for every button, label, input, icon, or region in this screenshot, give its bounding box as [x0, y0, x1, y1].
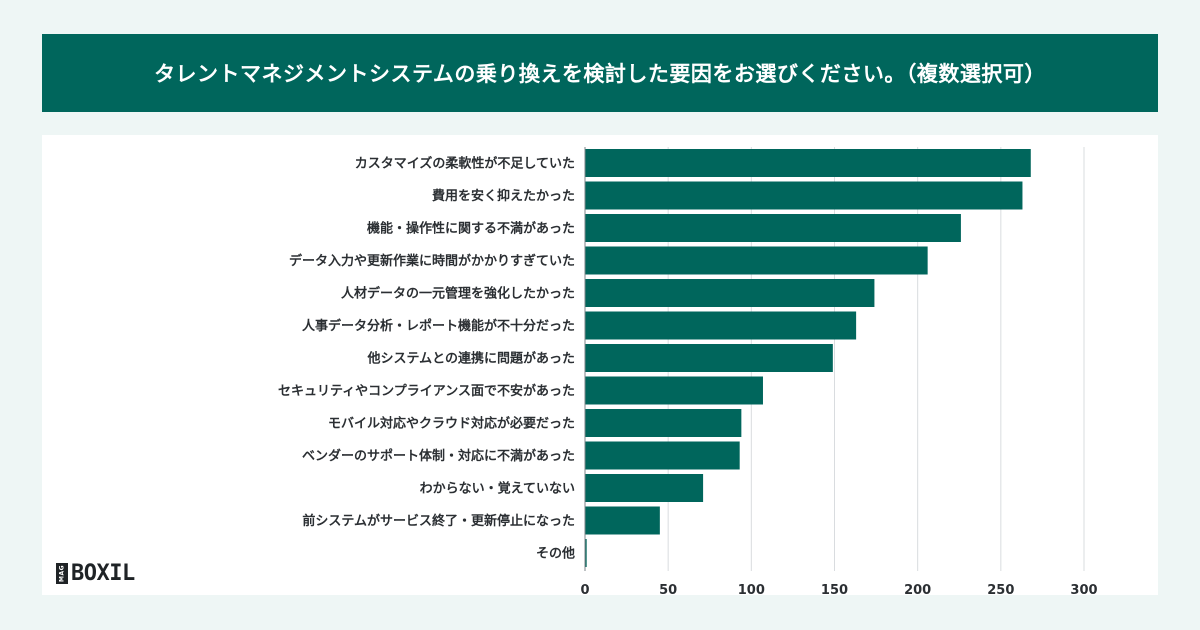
bar	[585, 344, 833, 372]
category-label: 機能・操作性に関する不満があった	[367, 221, 575, 237]
chart-title: タレントマネジメントシステムの乗り換えを検討した要因をお選びください。（複数選択…	[154, 62, 1046, 86]
bar	[585, 311, 857, 340]
category-label: 人事データ分析・レポート機能が不十分だった	[302, 318, 575, 334]
title-banner: タレントマネジメントシステムの乗り換えを検討した要因をお選びください。（複数選択…	[42, 34, 1158, 112]
logo-wordmark: BOXIL	[71, 561, 135, 586]
bar	[585, 149, 1031, 177]
bar	[585, 181, 1023, 210]
x-tick-label: 0	[580, 583, 589, 595]
x-tick-label: 250	[987, 583, 1014, 595]
bar	[585, 474, 704, 502]
boxil-logo: MAG BOXIL	[56, 561, 135, 586]
bar	[585, 409, 742, 437]
logo-mag-badge: MAG	[56, 563, 68, 584]
category-label: 他システムとの連携に問題があった	[367, 351, 575, 367]
category-label: 費用を安く抑えたかった	[432, 188, 575, 204]
bar	[585, 376, 763, 405]
category-label: 前システムがサービス終了・更新停止になった	[302, 513, 575, 529]
x-tick-label: 150	[821, 583, 848, 595]
bar	[585, 506, 660, 535]
category-label: セキュリティやコンプライアンス面で不安があった	[278, 383, 575, 399]
chart-panel: カスタマイズの柔軟性が不足していた費用を安く抑えたかった機能・操作性に関する不満…	[42, 135, 1158, 595]
category-label: 人材データの一元管理を強化したかった	[341, 286, 575, 302]
category-label: カスタマイズの柔軟性が不足していた	[355, 156, 575, 172]
bar	[585, 441, 740, 470]
category-label: データ入力や更新作業に時間がかかりすぎていた	[289, 253, 575, 269]
x-tick-label: 50	[659, 583, 677, 595]
category-label: その他	[536, 546, 575, 562]
bar	[585, 539, 587, 567]
bar	[585, 214, 961, 242]
category-label: わからない・覚えていない	[420, 481, 575, 497]
category-label: ベンダーのサポート体制・対応に不満があった	[302, 448, 575, 464]
x-tick-label: 200	[904, 583, 931, 595]
bar	[585, 279, 875, 307]
x-tick-label: 300	[1070, 583, 1097, 595]
bar-chart: カスタマイズの柔軟性が不足していた費用を安く抑えたかった機能・操作性に関する不満…	[278, 147, 1098, 595]
bar	[585, 246, 928, 275]
x-tick-label: 100	[738, 583, 765, 595]
category-label: モバイル対応やクラウド対応が必要だった	[328, 416, 575, 432]
